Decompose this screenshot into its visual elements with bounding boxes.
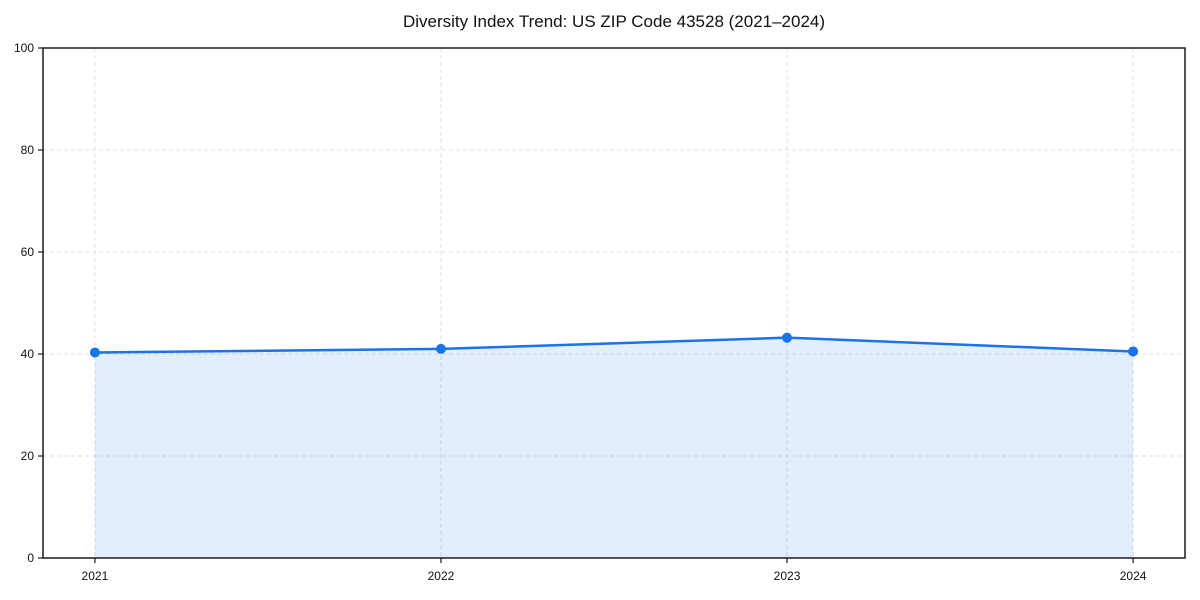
area-fill [94,337,1134,558]
y-axis-tick-label: 40 [21,347,35,361]
y-axis-tick-label: 60 [21,245,35,259]
x-axis-tick-label: 2023 [774,569,801,583]
data-point [89,347,100,358]
trend-line [93,336,1135,354]
data-point [782,332,793,343]
y-axis-tick-label: 100 [14,41,34,55]
y-axis-tick-label: 80 [21,143,35,157]
data-point [435,343,446,354]
y-axis-tick-label: 20 [21,449,35,463]
data-point [1128,346,1139,357]
x-axis-tick-label: 2021 [82,569,109,583]
y-axis-tick-label: 0 [27,551,34,565]
chart-title: Diversity Index Trend: US ZIP Code 43528… [402,12,826,31]
x-axis-tick-label: 2022 [428,569,455,583]
plot-border [42,47,1186,559]
x-axis-tick-label: 2024 [1120,569,1147,583]
